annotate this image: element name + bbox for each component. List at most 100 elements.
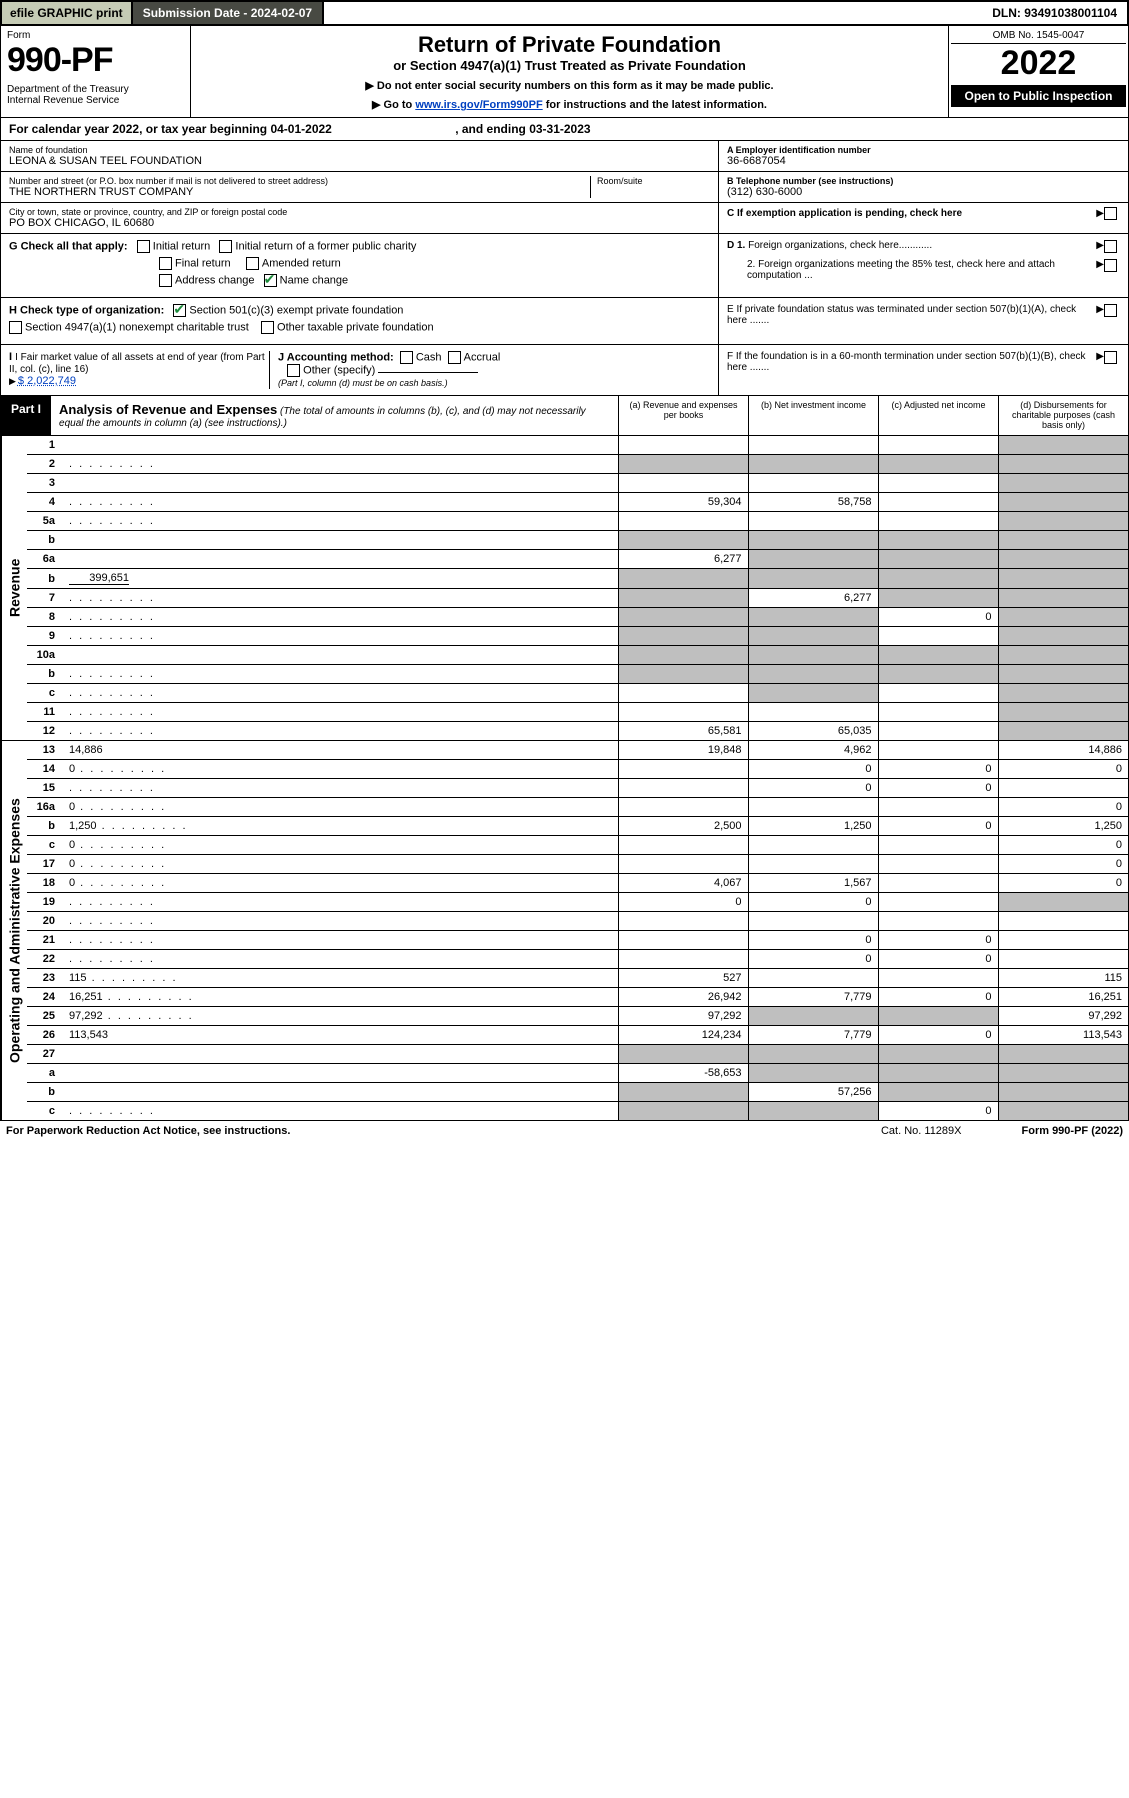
d2-text: 2. Foreign organizations meeting the 85%… xyxy=(727,259,1096,281)
h1-checkbox[interactable] xyxy=(173,304,186,317)
dept-treasury: Department of the Treasury Internal Reve… xyxy=(7,84,184,106)
form-number: 990-PF xyxy=(7,41,184,80)
part1-header: Part I Analysis of Revenue and Expenses … xyxy=(0,396,1129,436)
j-other-checkbox[interactable] xyxy=(287,364,300,377)
ein-cell: A Employer identification number 36-6687… xyxy=(719,141,1128,172)
submission-date: Submission Date - 2024-02-07 xyxy=(133,2,324,24)
d1-checkbox[interactable] xyxy=(1104,240,1117,253)
phone-value: (312) 630-6000 xyxy=(727,186,1120,198)
open-public: Open to Public Inspection xyxy=(951,85,1126,107)
g-initial-public: Initial return of a former public charit… xyxy=(235,240,416,252)
arrow-icon: ▶ xyxy=(1096,259,1104,281)
e-checkbox[interactable] xyxy=(1104,304,1117,317)
e-text: E If private foundation status was termi… xyxy=(727,304,1096,326)
arrow-icon: ▶ xyxy=(1096,304,1104,326)
h3-text: Other taxable private foundation xyxy=(277,321,434,333)
c-checkbox[interactable] xyxy=(1104,207,1117,220)
j-note: (Part I, column (d) must be on cash basi… xyxy=(278,378,448,388)
arrow-icon: ▶ xyxy=(1096,351,1104,373)
col-d-head: (d) Disbursements for charitable purpose… xyxy=(998,396,1128,435)
table-row: 1700 xyxy=(27,855,1128,874)
h3-checkbox[interactable] xyxy=(261,321,274,334)
omb-number: OMB No. 1545-0047 xyxy=(951,28,1126,44)
g-address: Address change xyxy=(175,274,255,286)
form-label: Form xyxy=(7,30,184,41)
arrow-icon: ▶ xyxy=(1096,208,1104,219)
header-right: OMB No. 1545-0047 2022 Open to Public In… xyxy=(948,26,1128,117)
revenue-side-label: Revenue xyxy=(1,436,27,740)
j-cash-checkbox[interactable] xyxy=(400,351,413,364)
phone-label: B Telephone number (see instructions) xyxy=(727,176,1120,186)
j-accrual-checkbox[interactable] xyxy=(448,351,461,364)
table-row: 23115527115 xyxy=(27,969,1128,988)
footer: For Paperwork Reduction Act Notice, see … xyxy=(0,1121,1129,1141)
efile-print-button[interactable]: efile GRAPHIC print xyxy=(2,2,133,24)
i-label: I Fair market value of all assets at end… xyxy=(9,352,265,375)
revenue-section: Revenue 123459,30458,7585ab6a6,277b 399,… xyxy=(0,436,1129,741)
table-row: 6a6,277 xyxy=(27,550,1128,569)
addr-cell: Number and street (or P.O. box number if… xyxy=(1,172,718,203)
table-row: b 399,651 xyxy=(27,569,1128,589)
table-row: 16a00 xyxy=(27,798,1128,817)
header-left: Form 990-PF Department of the Treasury I… xyxy=(1,26,191,117)
phone-cell: B Telephone number (see instructions) (3… xyxy=(719,172,1128,203)
calendar-year-row: For calendar year 2022, or tax year begi… xyxy=(0,118,1129,141)
form-subtitle: or Section 4947(a)(1) Trust Treated as P… xyxy=(197,58,942,73)
form-header: Form 990-PF Department of the Treasury I… xyxy=(0,26,1129,118)
table-row: 1 xyxy=(27,436,1128,455)
table-row: 1500 xyxy=(27,779,1128,798)
table-row: 9 xyxy=(27,627,1128,646)
table-row: b1,2502,5001,25001,250 xyxy=(27,817,1128,836)
g-address-checkbox[interactable] xyxy=(159,274,172,287)
tax-year: 2022 xyxy=(951,44,1126,83)
table-row: 26113,543124,2347,7790113,543 xyxy=(27,1026,1128,1045)
expenses-section: Operating and Administrative Expenses 13… xyxy=(0,741,1129,1121)
city-value: PO BOX CHICAGO, IL 60680 xyxy=(9,217,710,229)
footer-pra: For Paperwork Reduction Act Notice, see … xyxy=(6,1125,290,1137)
dln: DLN: 93491038001104 xyxy=(982,2,1127,24)
table-row: 80 xyxy=(27,608,1128,627)
table-row: 1804,0671,5670 xyxy=(27,874,1128,893)
revenue-table: 123459,30458,7585ab6a6,277b 399,65176,27… xyxy=(27,436,1128,740)
table-row: c0 xyxy=(27,1102,1128,1121)
note-goto: ▶ Go to www.irs.gov/Form990PF for instru… xyxy=(197,98,942,111)
table-row: 140000 xyxy=(27,760,1128,779)
c-cell: C If exemption application is pending, c… xyxy=(719,203,1128,224)
part1-title: Analysis of Revenue and Expenses xyxy=(59,402,277,417)
table-row: 1265,58165,035 xyxy=(27,722,1128,741)
table-row: 20 xyxy=(27,912,1128,931)
g-amended: Amended return xyxy=(262,257,341,269)
city-cell: City or town, state or province, country… xyxy=(1,203,718,233)
g-initial-checkbox[interactable] xyxy=(137,240,150,253)
table-row: 76,277 xyxy=(27,589,1128,608)
ein-label: A Employer identification number xyxy=(727,145,1120,155)
f-checkbox[interactable] xyxy=(1104,351,1117,364)
entity-right: A Employer identification number 36-6687… xyxy=(718,141,1128,233)
h2-checkbox[interactable] xyxy=(9,321,22,334)
f-text: F If the foundation is in a 60-month ter… xyxy=(727,351,1096,373)
g-final-checkbox[interactable] xyxy=(159,257,172,270)
arrow-icon: ▶ xyxy=(1096,240,1104,253)
g-initial: Initial return xyxy=(153,240,210,252)
g-name-checkbox[interactable] xyxy=(264,274,277,287)
entity-left: Name of foundation LEONA & SUSAN TEEL FO… xyxy=(1,141,718,233)
footer-cat: Cat. No. 11289X xyxy=(881,1125,962,1137)
expenses-table: 1314,88619,8484,96214,886140000150016a00… xyxy=(27,741,1128,1120)
j-cash: Cash xyxy=(416,351,442,363)
j-accrual: Accrual xyxy=(464,351,501,363)
table-row: 1900 xyxy=(27,893,1128,912)
g-amended-checkbox[interactable] xyxy=(246,257,259,270)
g-initial-public-checkbox[interactable] xyxy=(219,240,232,253)
h-label: H Check type of organization: xyxy=(9,304,164,316)
h2-text: Section 4947(a)(1) nonexempt charitable … xyxy=(25,321,249,333)
irs-link[interactable]: www.irs.gov/Form990PF xyxy=(415,99,542,111)
col-b-head: (b) Net investment income xyxy=(748,396,878,435)
caly-prefix: For calendar year 2022, or tax year begi… xyxy=(9,122,270,136)
table-row: 2 xyxy=(27,455,1128,474)
col-c-head: (c) Adjusted net income xyxy=(878,396,998,435)
name-cell: Name of foundation LEONA & SUSAN TEEL FO… xyxy=(1,141,718,172)
j-other: Other (specify) xyxy=(303,364,375,376)
caly-begin: 04-01-2022 xyxy=(270,122,331,136)
table-row: 10a xyxy=(27,646,1128,665)
d2-checkbox[interactable] xyxy=(1104,259,1117,272)
